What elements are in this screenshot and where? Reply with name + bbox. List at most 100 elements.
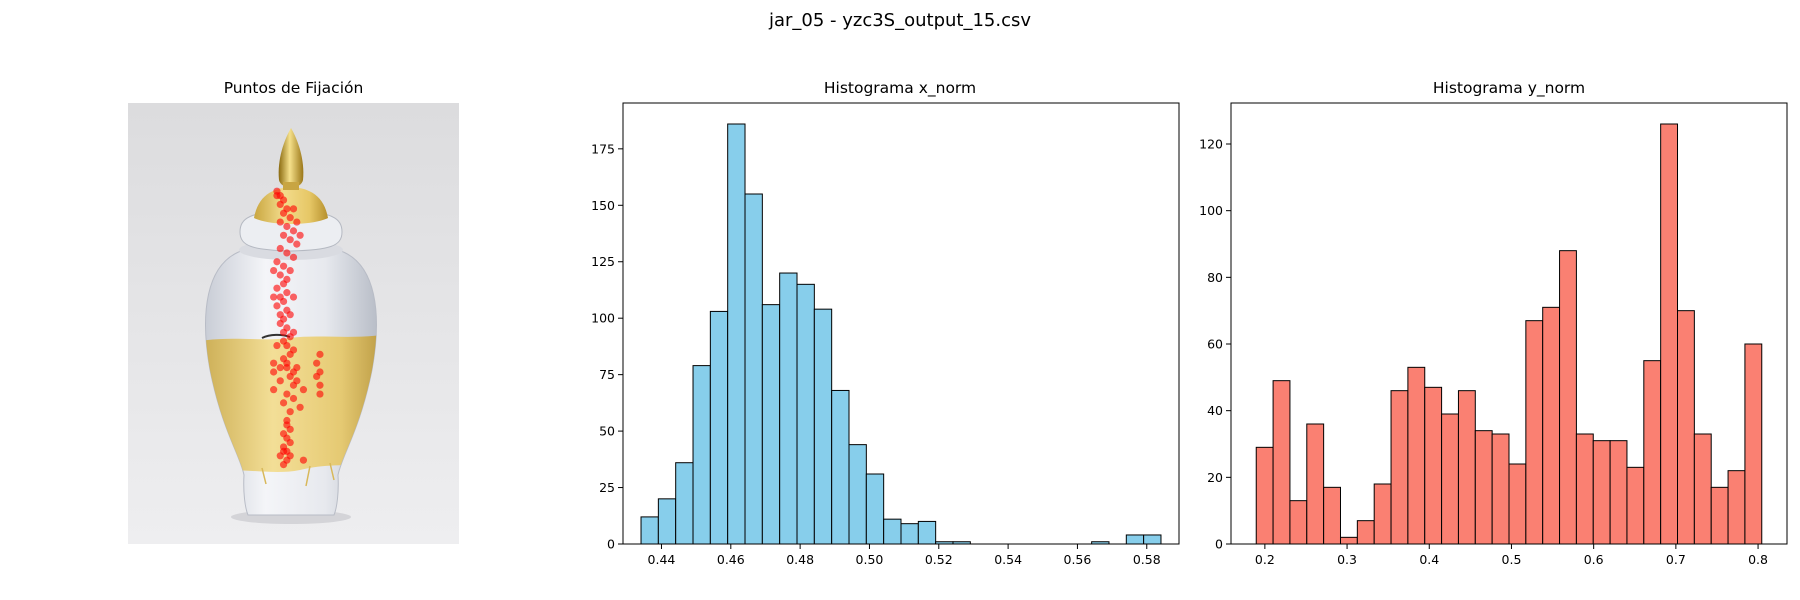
fixation-point xyxy=(276,218,284,226)
fixation-point xyxy=(273,284,281,292)
hist-y-bar xyxy=(1272,380,1291,545)
fixation-point xyxy=(279,399,288,407)
hist-x-panel: Histograma x_norm 0.44 0.46 0.48 0.50 0.52 0.… xyxy=(591,79,1180,567)
fixation-point xyxy=(270,266,278,275)
hist-y-bar xyxy=(1559,250,1577,545)
hist-y-frame xyxy=(1230,102,1788,545)
hist-x-xtick-label: 0.46 xyxy=(717,552,745,567)
hist-x-bar xyxy=(831,389,850,545)
hist-y-bar xyxy=(1643,360,1662,545)
hist-y-bar xyxy=(1744,343,1763,545)
fixation-point xyxy=(273,302,281,310)
fixation-point xyxy=(289,328,298,336)
hist-x-frame xyxy=(622,102,1180,545)
hist-x-title: Histograma x_norm xyxy=(824,79,976,98)
hist-y-xtick-label: 0.5 xyxy=(1502,552,1522,567)
hist-y-panel: Histograma y_norm 0.2 0.3 0.4 0.5 0.6 0.7 0.8 … xyxy=(1199,79,1788,567)
hist-y-ytick-label: 100 xyxy=(1199,203,1223,218)
fixation-panel: Puntos de Fijación xyxy=(128,79,459,544)
fixation-point xyxy=(276,364,284,372)
fixation-point xyxy=(273,341,281,350)
fixation-point xyxy=(279,297,288,306)
fixation-point xyxy=(283,364,291,372)
hist-y-bar xyxy=(1710,486,1729,545)
hist-x-bar xyxy=(692,365,711,545)
hist-y-bar xyxy=(1542,306,1561,545)
fixation-point xyxy=(286,438,294,447)
fixation-point xyxy=(299,386,308,394)
hist-y-xtick-label: 0.7 xyxy=(1666,552,1686,567)
hist-y-bar xyxy=(1660,123,1679,545)
hist-x-bars xyxy=(640,123,1162,545)
hist-y-xtick-label: 0.8 xyxy=(1748,552,1768,567)
hist-x-xtick-label: 0.56 xyxy=(1064,552,1092,567)
hist-y-xtick-label: 0.3 xyxy=(1337,552,1357,567)
hist-x-bar xyxy=(709,310,729,545)
fixation-point xyxy=(289,205,298,213)
fixation-point xyxy=(316,381,324,389)
fixation-point xyxy=(283,341,291,350)
fixation-point xyxy=(283,390,291,398)
fixation-point xyxy=(279,328,288,336)
hist-x-ytick-label: 100 xyxy=(591,311,615,326)
fixation-point xyxy=(289,227,298,235)
hist-x-bar xyxy=(779,272,798,545)
fixation-point xyxy=(279,461,288,469)
hist-y-ytick-label: 40 xyxy=(1207,403,1223,418)
fixation-point xyxy=(299,456,308,464)
fixation-panel-title: Puntos de Fijación xyxy=(224,79,364,97)
fixation-point xyxy=(286,372,294,381)
fixation-point xyxy=(279,209,288,217)
hist-y-bar xyxy=(1373,483,1392,545)
fixation-point xyxy=(283,222,291,231)
fixation-point xyxy=(286,425,294,433)
hist-y-yticks: 0 20 40 60 80 100 120 xyxy=(1199,137,1231,552)
hist-y-ytick-label: 60 xyxy=(1207,337,1223,352)
figure-title: jar_05 - yzc3S_output_15.csv xyxy=(768,10,1031,31)
hist-y-bar xyxy=(1457,390,1476,545)
fixation-point xyxy=(296,231,304,239)
fixation-point xyxy=(286,408,294,416)
hist-y-ytick-label: 0 xyxy=(1215,537,1223,552)
hist-y-bar xyxy=(1525,320,1544,545)
hist-x-bar xyxy=(727,123,746,545)
hist-y-bar xyxy=(1441,413,1459,545)
fixation-point xyxy=(279,231,288,239)
hist-x-xtick-label: 0.50 xyxy=(856,552,884,567)
hist-x-ytick-label: 75 xyxy=(599,367,615,382)
hist-x-ytick-label: 25 xyxy=(599,480,615,495)
fixation-point xyxy=(293,240,301,248)
hist-y-ytick-label: 20 xyxy=(1207,470,1223,485)
hist-x-bar xyxy=(900,523,919,545)
fixation-point xyxy=(286,266,294,275)
fixation-point xyxy=(273,258,281,266)
hist-x-bar xyxy=(761,304,781,545)
hist-x-xtick-label: 0.52 xyxy=(925,552,953,567)
hist-y-bar xyxy=(1306,423,1325,545)
hist-x-ytick-label: 175 xyxy=(591,141,615,156)
fixation-point xyxy=(276,377,284,385)
hist-y-bar xyxy=(1693,433,1712,545)
jar-photo xyxy=(128,103,459,544)
hist-x-bar xyxy=(883,518,902,545)
hist-x-bar xyxy=(640,516,659,545)
hist-x-bar xyxy=(744,193,763,545)
hist-y-bars xyxy=(1255,123,1763,545)
hist-y-bar xyxy=(1474,430,1493,545)
hist-y-bar xyxy=(1626,466,1645,545)
hist-x-xticks: 0.44 0.46 0.48 0.50 0.52 0.54 0.56 0.58 xyxy=(648,544,1161,567)
hist-x-xtick-label: 0.44 xyxy=(648,552,676,567)
fixation-point xyxy=(286,236,294,244)
hist-y-xtick-label: 0.2 xyxy=(1255,552,1275,567)
fixation-point xyxy=(270,293,278,301)
fixation-point xyxy=(293,218,301,226)
hist-x-bar xyxy=(1143,534,1162,545)
hist-y-bar xyxy=(1289,500,1308,545)
hist-y-bar xyxy=(1575,433,1594,545)
hist-y-bar xyxy=(1339,536,1358,545)
hist-y-bar xyxy=(1390,390,1409,545)
hist-x-bar xyxy=(865,473,885,545)
fixation-point xyxy=(279,262,288,270)
fixation-point xyxy=(276,319,284,328)
